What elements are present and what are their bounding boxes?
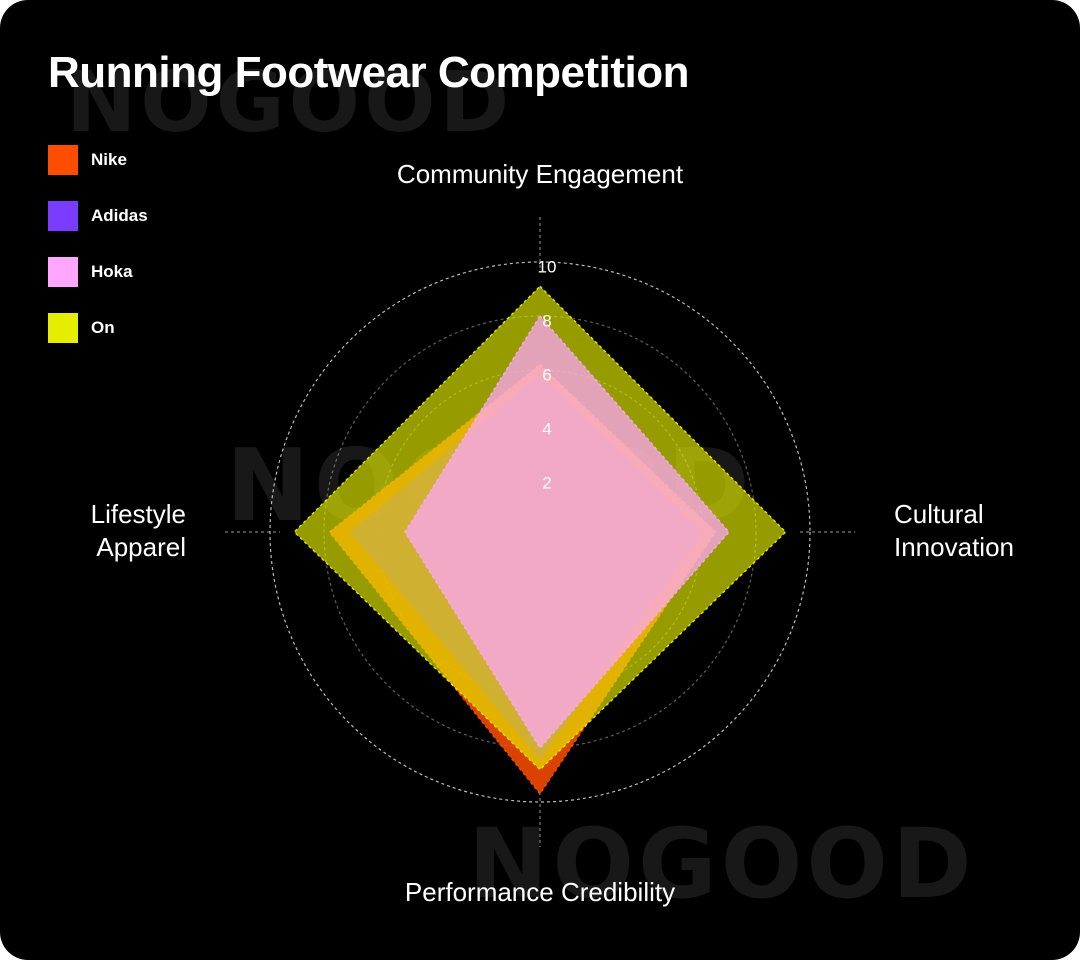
axis-label-line: Community Engagement — [397, 159, 684, 189]
legend-swatch — [48, 201, 78, 231]
tick-label: 4 — [542, 419, 551, 438]
axis-label: Lifestyle Apparel — [91, 499, 186, 562]
legend-swatch — [48, 257, 78, 287]
axis-label-line: Apparel — [96, 532, 186, 562]
axis-label: Cultural Innovation — [894, 499, 1014, 562]
watermark-top: NOGOOD — [66, 53, 514, 151]
legend-swatch — [48, 313, 78, 343]
legend-label: Nike — [91, 150, 127, 169]
axis-label-line: Lifestyle — [91, 499, 186, 529]
series-hoka — [404, 314, 730, 750]
tick-label: 2 — [542, 473, 551, 492]
tick-label: 6 — [542, 365, 551, 384]
tick-label: 8 — [542, 311, 551, 330]
axis-label-line: Innovation — [894, 532, 1014, 562]
watermark-bottom: NOGOOD — [468, 808, 976, 920]
legend-item-adidas: Adidas — [48, 201, 148, 231]
axis-label-line: Cultural — [894, 499, 984, 529]
legend: Nike Adidas Hoka On — [48, 145, 148, 369]
legend-label: On — [91, 318, 115, 337]
axis-label: Performance Credibility — [405, 877, 675, 907]
legend-label: Adidas — [91, 206, 148, 225]
legend-label: Hoka — [91, 262, 133, 281]
axis-label: Community Engagement — [397, 159, 684, 189]
chart-title: Running Footwear Competition — [48, 48, 690, 97]
legend-item-on: On — [48, 313, 148, 343]
legend-swatch — [48, 145, 78, 175]
tick-label: 10 — [538, 257, 557, 276]
legend-item-hoka: Hoka — [48, 257, 148, 287]
axis-label-line: Performance Credibility — [405, 877, 675, 907]
legend-item-nike: Nike — [48, 145, 148, 175]
